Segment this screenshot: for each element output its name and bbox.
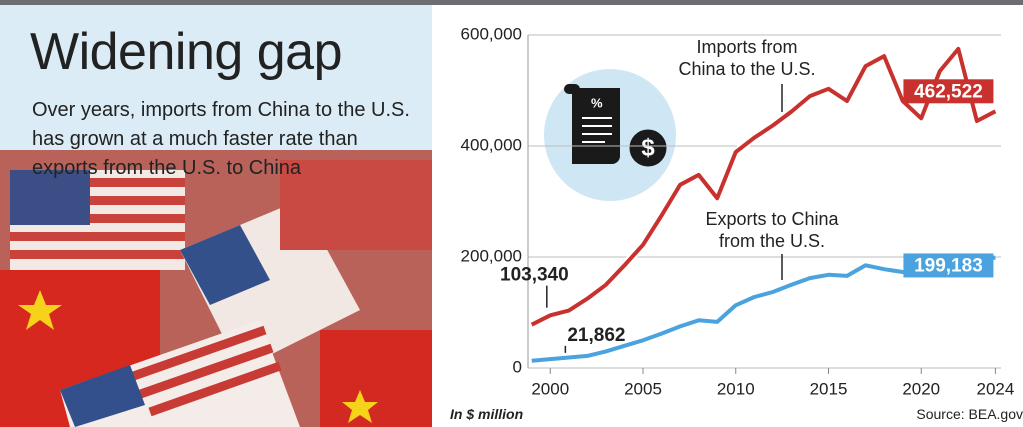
series-line <box>530 46 997 327</box>
flag-photo <box>0 150 432 427</box>
source: Source: BEA.gov <box>916 406 1023 422</box>
unit-note: In $ million <box>450 406 524 422</box>
x-tick-label: 2005 <box>624 379 662 398</box>
title: Widening gap <box>30 23 343 81</box>
top-bar <box>0 0 1023 5</box>
y-tick-label: 400,000 <box>461 135 522 154</box>
y-tick-label: 0 <box>513 357 522 376</box>
value-label-box <box>903 79 994 104</box>
x-tick-label: 2010 <box>717 379 755 398</box>
x-tick-label: 2015 <box>810 379 848 398</box>
svg-text:%: % <box>591 95 603 110</box>
value-label: 21,862 <box>567 325 625 346</box>
value-label: 103,340 <box>500 265 569 286</box>
value-label-box <box>903 253 994 278</box>
x-tick-label: 2000 <box>531 379 569 398</box>
value-label: 199,183 <box>914 255 983 276</box>
y-tick-label: 200,000 <box>461 246 522 265</box>
x-tick-label: 2020 <box>902 379 940 398</box>
value-label: 462,522 <box>914 81 983 102</box>
svg-text:$: $ <box>641 134 655 161</box>
receipt-icon: % $ <box>564 84 670 170</box>
series-label: Exports to China from the U.S. <box>692 208 852 252</box>
subtitle: Over years, imports from China to the U.… <box>32 99 410 179</box>
x-tick-label: 2024 <box>977 379 1015 398</box>
series-label: Imports from China to the U.S. <box>672 36 822 80</box>
y-tick-label: 600,000 <box>461 24 522 43</box>
